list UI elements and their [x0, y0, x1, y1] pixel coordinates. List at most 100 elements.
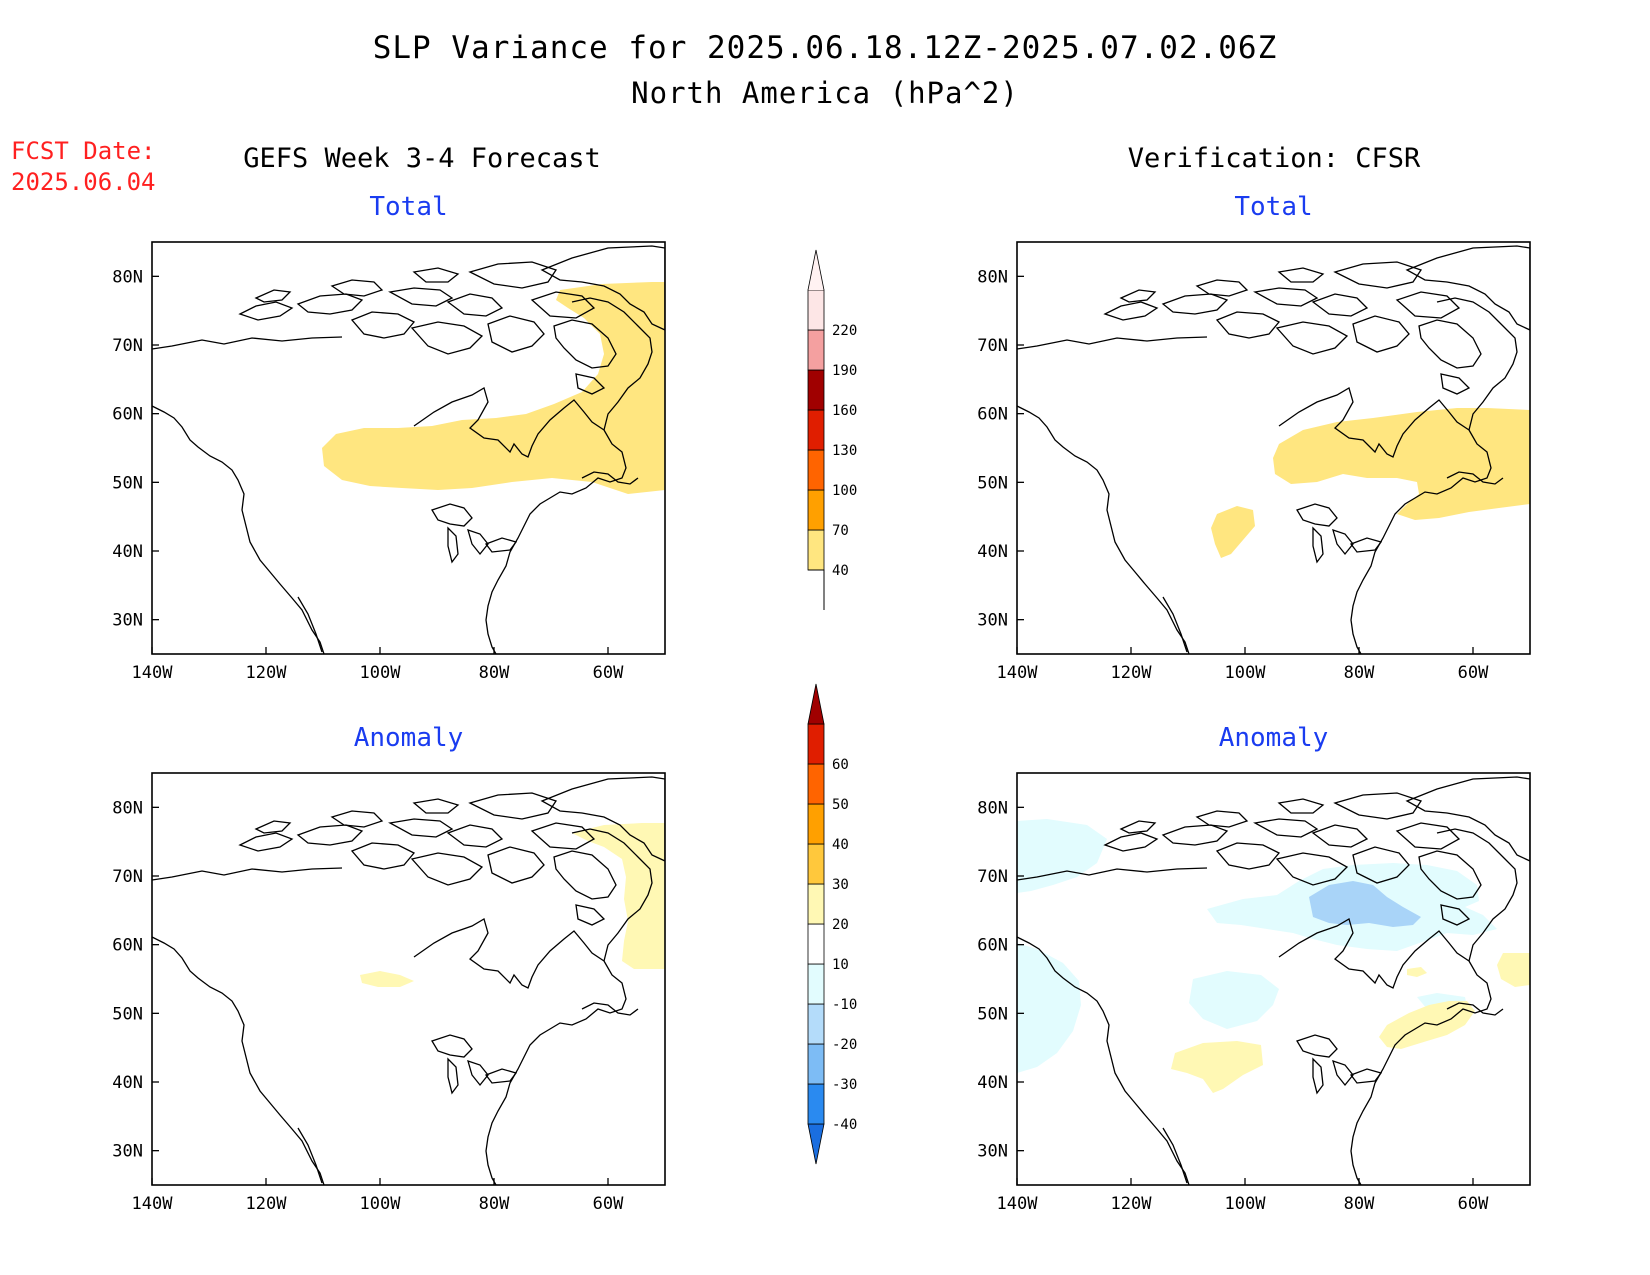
lat-tick-label: 60N: [977, 936, 1008, 956]
colorbar-total-swatch: [807, 369, 825, 411]
colorbar-total-swatch: [807, 489, 825, 531]
lon-tick-label: 60W: [593, 1194, 624, 1214]
lon-tick-label: 140W: [997, 1194, 1039, 1214]
lon-tick-label: 120W: [246, 1194, 288, 1214]
lat-tick-label: 30N: [112, 611, 143, 631]
lat-tick-label: 30N: [112, 1142, 143, 1162]
colorbar-total-label: 160: [832, 403, 857, 419]
lon-tick-label: 100W: [1225, 663, 1267, 683]
colorbar-total-upper-tail: [807, 249, 825, 291]
lon-tick-label: 80W: [479, 663, 510, 683]
fcst-date-value: 2025.06.04: [11, 168, 156, 196]
map-panel-fcst-anomaly: 140W 120W 100W 80W 60W 30N 40N 50N 60N 70N 80N: [112, 772, 666, 1214]
frame-fcst-total: [151, 241, 666, 655]
lon-tick-label: 140W: [997, 663, 1039, 683]
colorbar-total-swatch: [807, 449, 825, 491]
colorbar-anomaly-swatch: [807, 963, 825, 1005]
shading-ver-anomaly: [1017, 819, 1530, 1093]
colorbar-anomaly-label: 20: [832, 917, 849, 933]
colorbar-total-swatch: [807, 329, 825, 371]
column-title-verification: Verification: CFSR: [1127, 143, 1421, 174]
map-panel-ver-total: 140W 120W 100W 80W 60W 30N 40N 50N 60N 70N 80N: [977, 241, 1531, 683]
colorbar-anomaly: -40 -30 -20 -10 10 20 30 40 50 60: [807, 683, 857, 1165]
column-title-forecast: GEFS Week 3-4 Forecast: [243, 143, 601, 174]
map-panel-fcst-total: 140W 120W 100W 80W 60W 30N 40N 50N 60N 70N 80N: [112, 241, 666, 683]
lon-tick-label: 120W: [246, 663, 288, 683]
lat-tick-label: 80N: [112, 798, 143, 818]
lon-tick-label: 140W: [132, 1194, 174, 1214]
colorbar-total-label: 40: [832, 563, 849, 579]
colorbar-anomaly-swatch: [807, 1083, 825, 1125]
lon-tick-label: 120W: [1111, 663, 1153, 683]
colorbar-total-label: 220: [832, 323, 857, 339]
lat-tick-label: 60N: [112, 405, 143, 425]
lat-tick-label: 40N: [112, 1073, 143, 1093]
colorbar-anomaly-swatch: [807, 763, 825, 805]
lat-tick-label: 30N: [977, 1142, 1008, 1162]
lat-tick-label: 40N: [977, 542, 1008, 562]
colorbar-anomaly-label: 60: [832, 757, 849, 773]
lon-tick-label: 60W: [593, 663, 624, 683]
colorbar-anomaly-upper-tail: [807, 683, 825, 725]
colorbar-anomaly-swatch: [807, 843, 825, 885]
lat-tick-label: 70N: [112, 867, 143, 887]
lat-tick-label: 50N: [977, 1004, 1008, 1024]
panel-subtitle-ver-anomaly: Anomaly: [1218, 723, 1329, 753]
colorbar-anomaly-swatch: [807, 1043, 825, 1085]
lon-tick-label: 60W: [1458, 663, 1489, 683]
colorbar-anomaly-label: -40: [832, 1117, 857, 1133]
colorbar-anomaly-label: -10: [832, 997, 857, 1013]
colorbar-total-label: 100: [832, 483, 857, 499]
lon-tick-label: 140W: [132, 663, 174, 683]
colorbar-anomaly-label: -20: [832, 1037, 857, 1053]
colorbar-anomaly-swatch: [807, 1003, 825, 1045]
map-panel-ver-anomaly: 140W 120W 100W 80W 60W 30N 40N 50N 60N 70N 80N: [977, 772, 1531, 1214]
frame-fcst-anomaly: [151, 772, 666, 1186]
frame-ver-total: [1016, 241, 1531, 655]
panel-subtitle-ver-total: Total: [1234, 192, 1313, 222]
colorbar-anomaly-swatch: [807, 803, 825, 845]
lat-tick-label: 80N: [112, 267, 143, 287]
panel-subtitle-fcst-total: Total: [369, 192, 448, 222]
lat-tick-label: 80N: [977, 798, 1008, 818]
lat-tick-label: 50N: [112, 473, 143, 493]
panel-subtitle-fcst-anomaly: Anomaly: [353, 723, 464, 753]
colorbar-total: 40 70 100 130 160 190 220: [807, 249, 857, 610]
main-subtitle: North America (hPa^2): [631, 76, 1019, 110]
colorbar-total-label: 130: [832, 443, 857, 459]
lon-tick-label: 100W: [360, 1194, 402, 1214]
main-title: SLP Variance for 2025.06.18.12Z-2025.07.…: [372, 30, 1278, 66]
fcst-date-label: FCST Date:: [11, 137, 156, 165]
colorbar-anomaly-label: 10: [832, 957, 849, 973]
lat-tick-label: 60N: [977, 405, 1008, 425]
lon-tick-label: 120W: [1111, 1194, 1153, 1214]
colorbar-anomaly-label: -30: [832, 1077, 857, 1093]
frame-ver-anomaly: [1016, 772, 1531, 1186]
colorbar-anomaly-swatch: [807, 723, 825, 765]
lat-tick-label: 50N: [977, 473, 1008, 493]
lon-tick-label: 100W: [1225, 1194, 1267, 1214]
lat-tick-label: 80N: [977, 267, 1008, 287]
colorbar-total-swatch: [807, 409, 825, 451]
shading-fcst-anomaly: [360, 823, 665, 987]
lon-tick-label: 80W: [1344, 1194, 1375, 1214]
colorbar-anomaly-label: 40: [832, 837, 849, 853]
lon-tick-label: 100W: [360, 663, 402, 683]
lat-tick-label: 50N: [112, 1004, 143, 1024]
shading-ver-total: [1211, 408, 1530, 558]
shading-fcst-total: [322, 282, 665, 494]
lat-tick-label: 40N: [977, 1073, 1008, 1093]
colorbar-total-swatch: [807, 289, 825, 331]
colorbar-total-label: 70: [832, 523, 849, 539]
colorbar-anomaly-lower-tail: [807, 1123, 825, 1165]
colorbar-total-label: 190: [832, 363, 857, 379]
lat-tick-label: 40N: [112, 542, 143, 562]
colorbar-total-swatch: [807, 529, 825, 571]
colorbar-anomaly-label: 50: [832, 797, 849, 813]
colorbar-total-lower-tail: [808, 569, 825, 610]
lon-tick-label: 80W: [1344, 663, 1375, 683]
colorbar-anomaly-swatch: [807, 883, 825, 925]
lat-tick-label: 70N: [112, 336, 143, 356]
lon-tick-label: 80W: [479, 1194, 510, 1214]
